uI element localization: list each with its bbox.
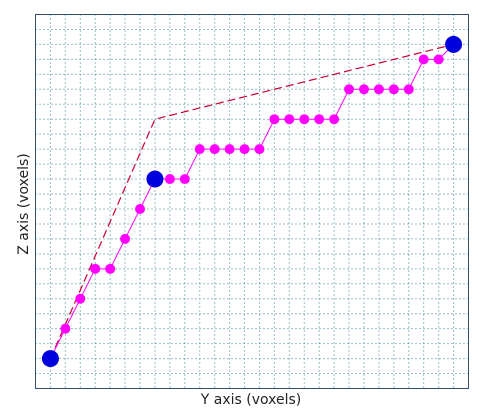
y-axis-label: Z axis (voxels) (16, 153, 32, 255)
voxel-point (60, 323, 71, 334)
voxel-point (299, 114, 310, 125)
voxel-point (194, 144, 205, 155)
voxel-point (135, 203, 146, 214)
voxel-point (418, 54, 429, 65)
grid-lines (35, 14, 469, 389)
voxel-point (284, 114, 295, 125)
voxel-point (224, 144, 235, 155)
voxel-point (358, 84, 369, 95)
voxel-point (209, 144, 220, 155)
voxel-points-connector (49, 44, 454, 359)
voxel-point (75, 293, 86, 304)
voxel-point (388, 84, 399, 95)
voxel-points (45, 39, 459, 364)
voxel-point (164, 174, 175, 185)
voxel-point (373, 84, 384, 95)
voxel-point (269, 114, 280, 125)
voxel-point (433, 54, 444, 65)
key-node (445, 35, 463, 53)
dashed-path-line (49, 43, 454, 359)
voxel-point (120, 233, 131, 244)
key-node (41, 350, 59, 368)
path-line (49, 43, 454, 359)
voxel-point (105, 263, 116, 274)
voxel-point (314, 114, 325, 125)
x-axis-label: Y axis (voxels) (200, 392, 302, 408)
voxel-point (344, 84, 355, 95)
key-node (146, 170, 164, 188)
voxel-point (329, 114, 340, 125)
plot-frame (35, 14, 469, 389)
voxel-point (254, 144, 265, 155)
voxel-point (239, 144, 250, 155)
voxel-point (179, 174, 190, 185)
voxel-point (90, 263, 101, 274)
key-nodes (41, 35, 463, 368)
voxel-point (403, 84, 414, 95)
